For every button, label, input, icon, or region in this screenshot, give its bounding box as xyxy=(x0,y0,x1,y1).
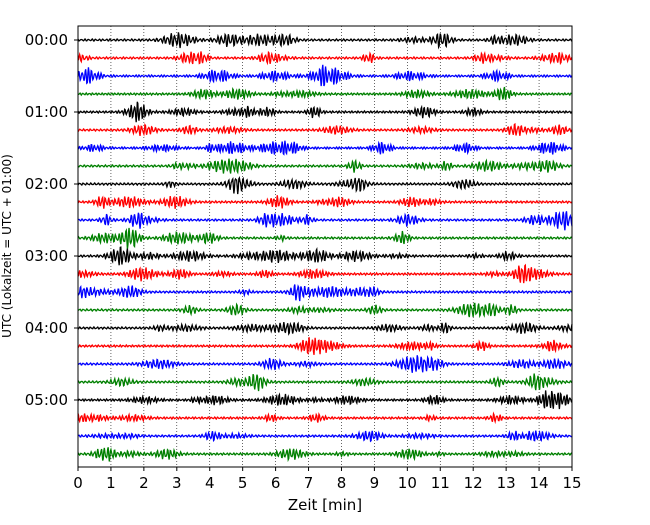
trace-14 xyxy=(77,284,573,302)
x-tick-label-10: 10 xyxy=(398,474,417,492)
trace-12 xyxy=(77,246,573,266)
x-tick-label-14: 14 xyxy=(530,474,549,492)
trace-21 xyxy=(77,411,573,425)
trace-7 xyxy=(77,158,573,175)
trace-16 xyxy=(77,321,573,336)
x-tick-label-9: 9 xyxy=(370,474,380,492)
y-tick-label-2: 02:00 xyxy=(25,175,68,193)
trace-3 xyxy=(77,86,573,101)
y-axis-label: UTC (Lokalzeit = UTC + 01:00) xyxy=(0,154,14,338)
trace-20 xyxy=(77,390,573,410)
trace-23 xyxy=(77,447,573,463)
x-axis-label: Zeit [min] xyxy=(288,496,362,514)
trace-15 xyxy=(77,302,573,319)
x-tick-label-4: 4 xyxy=(205,474,215,492)
traces xyxy=(77,32,573,463)
trace-5 xyxy=(77,122,573,137)
x-tick-label-12: 12 xyxy=(464,474,483,492)
trace-11 xyxy=(77,227,573,250)
x-tick-label-11: 11 xyxy=(431,474,450,492)
trace-17 xyxy=(77,337,573,355)
plot-frame xyxy=(77,25,573,468)
trace-4 xyxy=(77,101,573,123)
x-tick-label-5: 5 xyxy=(238,474,248,492)
x-tick-label-8: 8 xyxy=(337,474,347,492)
y-tick-label-0: 00:00 xyxy=(25,31,68,49)
trace-18 xyxy=(77,354,573,373)
y-tick-label-1: 01:00 xyxy=(25,103,68,121)
x-tick-label-13: 13 xyxy=(497,474,516,492)
trace-10 xyxy=(77,211,573,231)
y-tick-label-4: 04:00 xyxy=(25,319,68,337)
y-axis: 00:00 01:00 02:00 03:00 04:00 05:00 xyxy=(25,31,78,409)
x-tick-label-15: 15 xyxy=(562,474,581,492)
trace-0 xyxy=(77,32,573,50)
trace-8 xyxy=(77,175,573,195)
x-tick-label-7: 7 xyxy=(304,474,314,492)
x-tick-label-3: 3 xyxy=(172,474,182,492)
trace-19 xyxy=(77,373,573,392)
trace-2 xyxy=(77,64,573,87)
trace-1 xyxy=(77,50,573,66)
x-tick-label-2: 2 xyxy=(139,474,149,492)
trace-9 xyxy=(77,195,573,209)
x-tick-label-0: 0 xyxy=(73,474,83,492)
y-tick-label-3: 03:00 xyxy=(25,247,68,265)
y-tick-label-5: 05:00 xyxy=(25,391,68,409)
x-tick-label-1: 1 xyxy=(106,474,116,492)
trace-22 xyxy=(77,430,573,443)
x-tick-label-6: 6 xyxy=(271,474,281,492)
trace-13 xyxy=(77,263,573,284)
trace-6 xyxy=(77,140,573,156)
x-axis: 0 1 2 3 4 5 6 7 8 9 10 11 12 13 14 15 xyxy=(73,467,582,492)
